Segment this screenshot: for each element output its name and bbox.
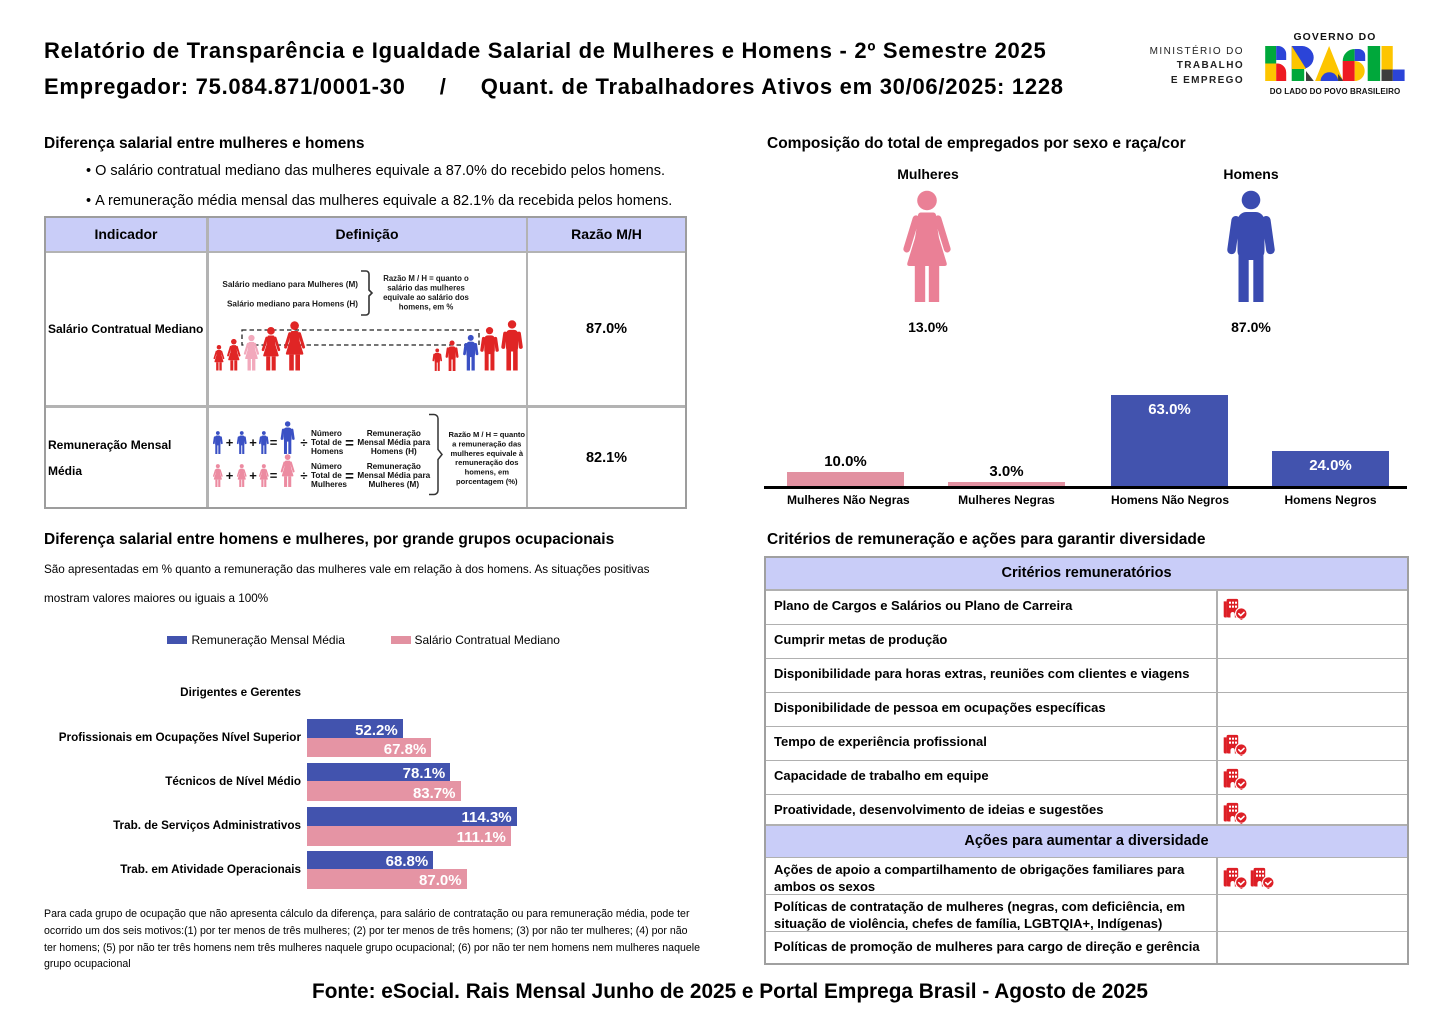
svg-text:÷: ÷	[300, 435, 307, 450]
svg-text:Mensal Média para: Mensal Média para	[357, 438, 430, 447]
svg-text:equivale ao salário dos: equivale ao salário dos	[383, 293, 469, 302]
svg-text:homens, em %: homens, em %	[399, 303, 454, 312]
svg-text:remuneração dos: remuneração dos	[455, 458, 518, 467]
svg-text:Número: Número	[311, 429, 342, 438]
svg-text:Total de: Total de	[311, 471, 342, 480]
svg-text:=: =	[270, 468, 278, 483]
svg-text:Homens (H): Homens (H)	[371, 447, 417, 456]
svg-text:Homens: Homens	[311, 447, 344, 456]
svg-text:homens, em: homens, em	[465, 467, 510, 476]
svg-text:Remuneração: Remuneração	[367, 429, 421, 438]
svg-text:Razão M / H = quanto: Razão M / H = quanto	[449, 430, 525, 439]
svg-text:=: =	[345, 435, 354, 452]
svg-text:=: =	[345, 468, 354, 485]
svg-text:+: +	[226, 468, 234, 483]
svg-text:salário das mulheres: salário das mulheres	[387, 284, 465, 293]
svg-text:mulheres equivale à: mulheres equivale à	[450, 448, 523, 457]
svg-text:Salário mediano para Homens (H: Salário mediano para Homens (H)	[227, 300, 358, 309]
svg-text:+: +	[226, 435, 234, 450]
svg-text:÷: ÷	[300, 468, 307, 483]
svg-text:Total de: Total de	[311, 438, 342, 447]
svg-text:a remuneração das: a remuneração das	[452, 439, 521, 448]
svg-text:Mulheres: Mulheres	[311, 480, 347, 489]
svg-text:Número: Número	[311, 462, 342, 471]
svg-text:=: =	[270, 435, 278, 450]
svg-text:Salário mediano para Mulheres: Salário mediano para Mulheres (M)	[222, 280, 358, 289]
svg-text:Remuneração: Remuneração	[367, 462, 421, 471]
svg-text:Mensal Média para: Mensal Média para	[357, 471, 430, 480]
svg-text:Razão M / H = quanto o: Razão M / H = quanto o	[383, 274, 469, 283]
svg-text:porcentagem (%): porcentagem (%)	[456, 477, 518, 486]
svg-text:+: +	[249, 468, 257, 483]
svg-text:Mulheres (M): Mulheres (M)	[369, 480, 420, 489]
svg-text:+: +	[249, 435, 257, 450]
